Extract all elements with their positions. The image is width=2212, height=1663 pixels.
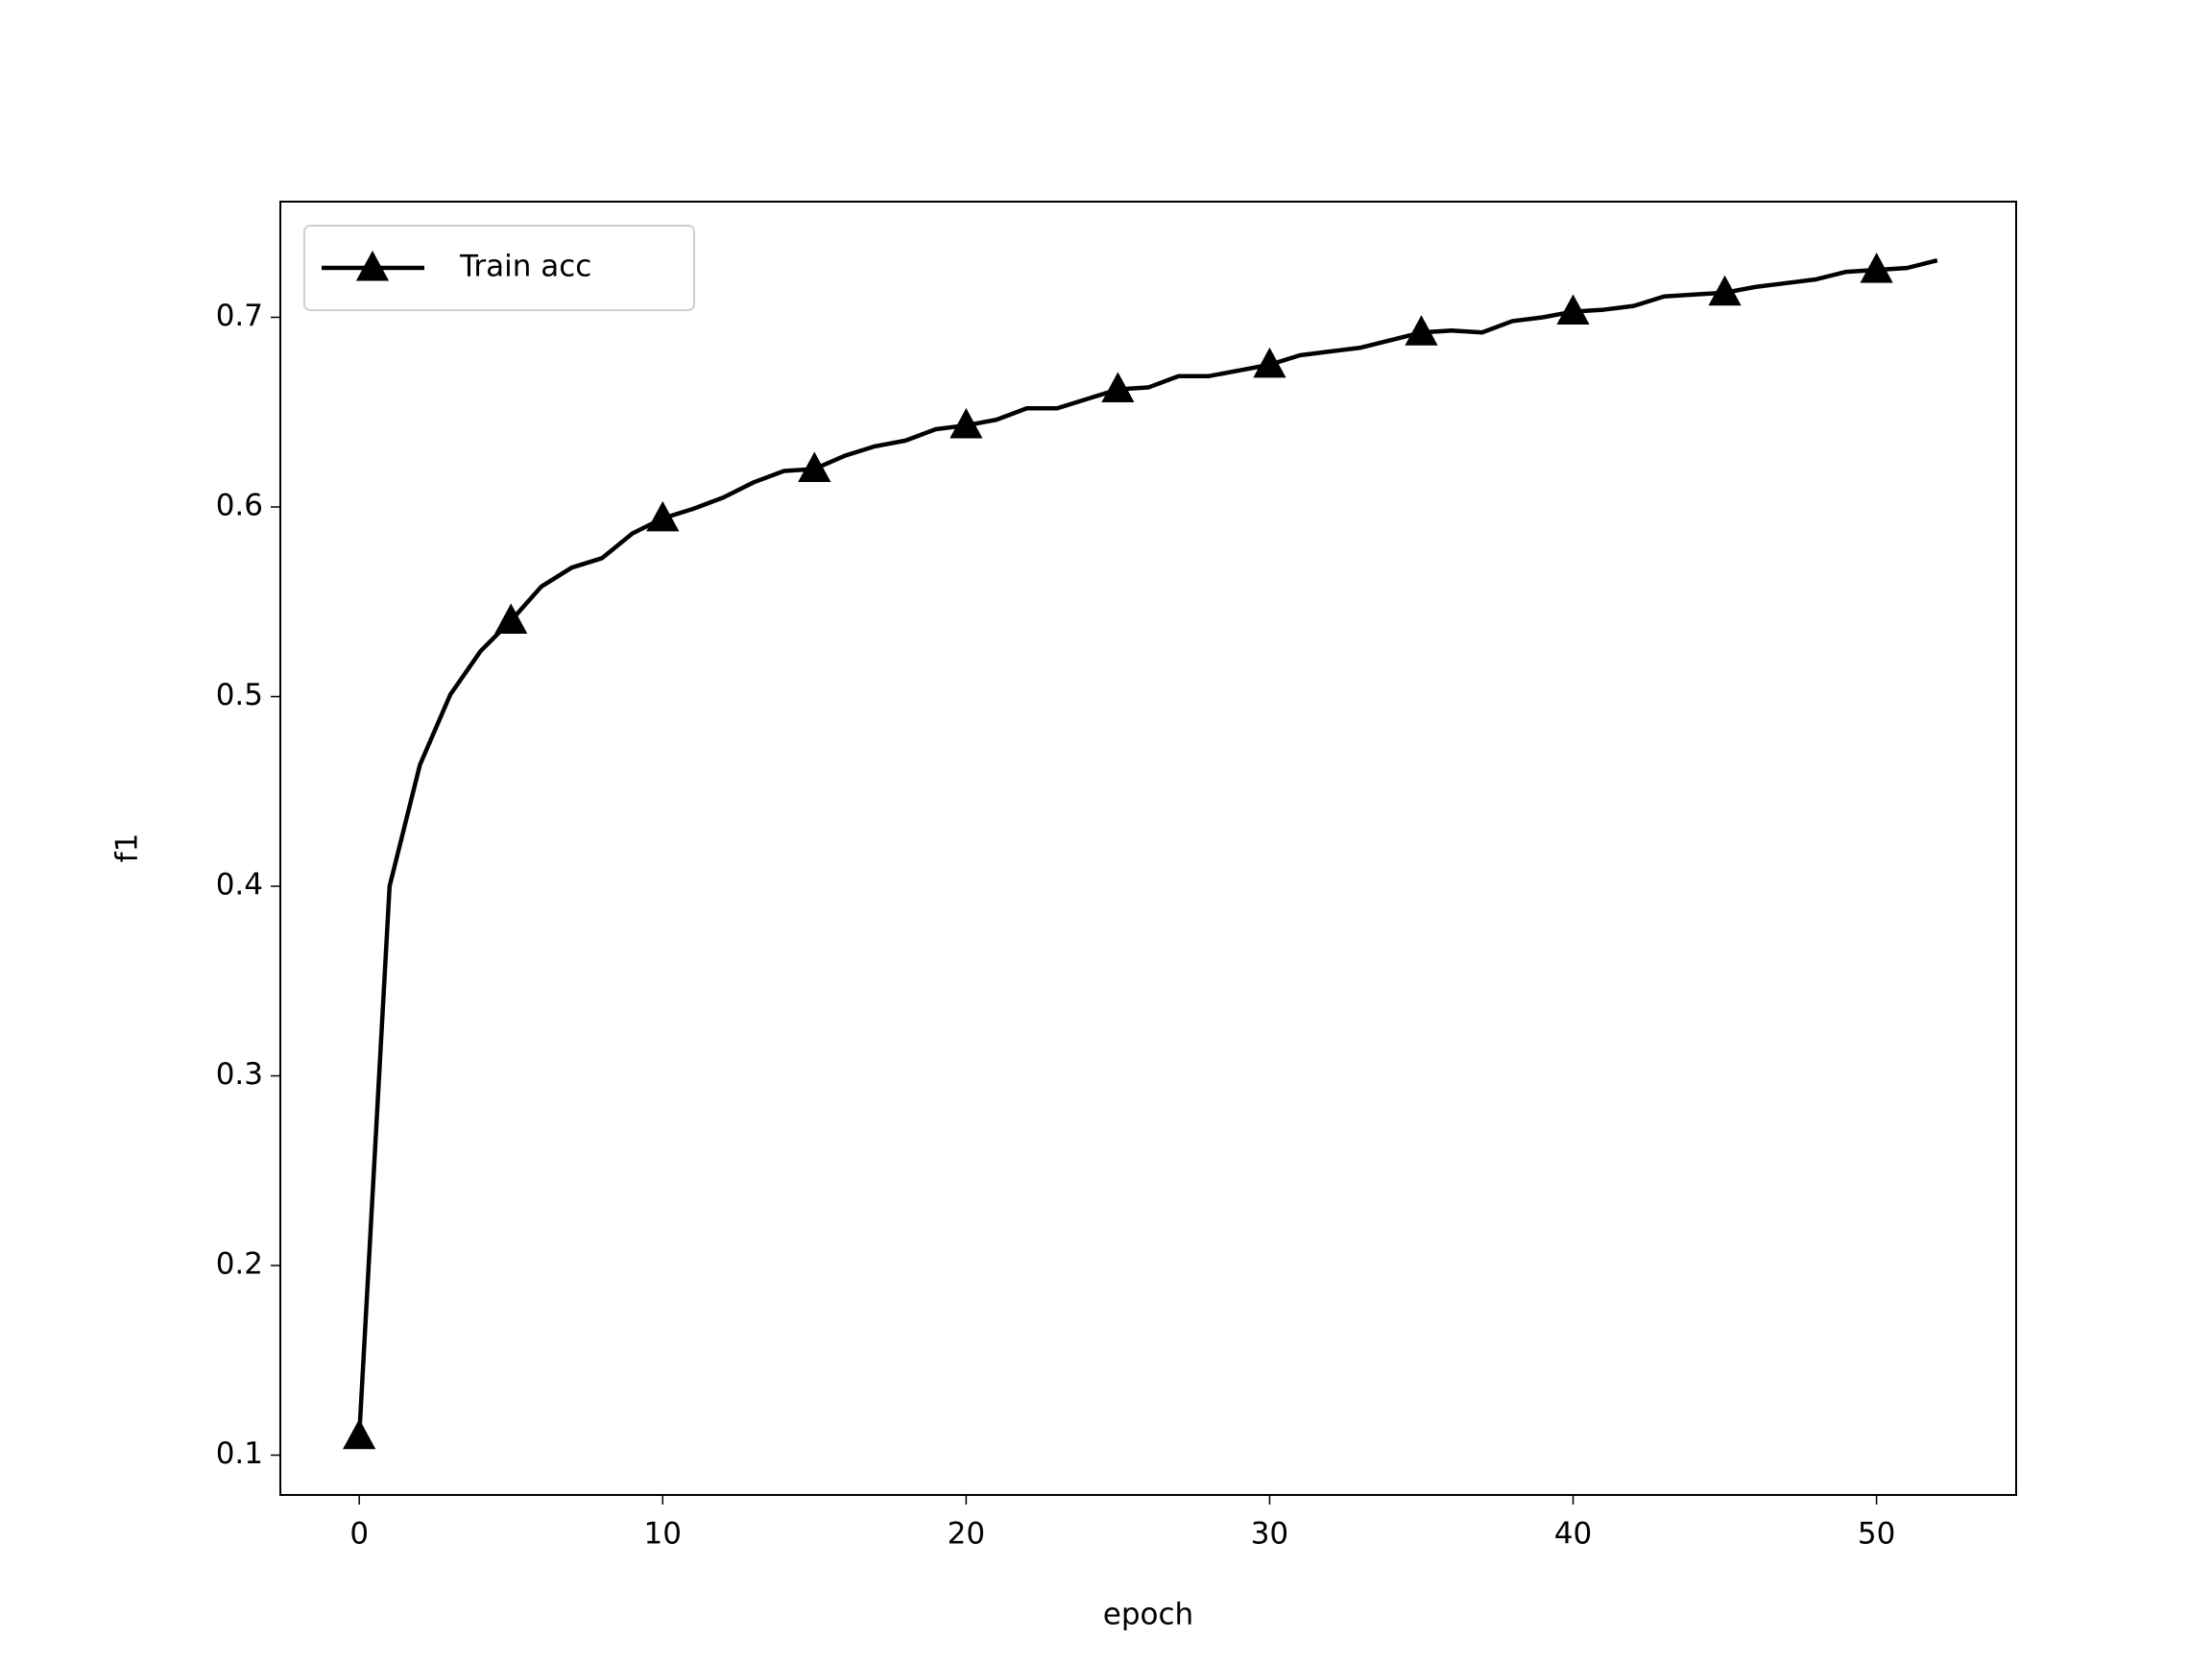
y-tick-label: 0.3 <box>216 1057 263 1092</box>
y-tick-label: 0.2 <box>216 1247 263 1282</box>
x-tick-label: 20 <box>948 1517 985 1552</box>
y-tick-label: 0.6 <box>216 488 263 522</box>
data-marker <box>1708 275 1742 306</box>
plot-frame <box>279 201 2017 1496</box>
x-tick-label: 0 <box>349 1517 369 1552</box>
data-marker <box>494 603 528 634</box>
legend-box <box>303 225 695 311</box>
legend-label: Train acc <box>459 250 591 284</box>
y-tick-label: 0.5 <box>216 678 263 712</box>
data-marker <box>798 451 831 482</box>
data-marker <box>1253 347 1286 378</box>
y-tick-label: 0.7 <box>216 299 263 333</box>
data-marker <box>950 408 983 439</box>
data-marker <box>1405 315 1438 346</box>
y-tick-label: 0.1 <box>216 1436 263 1471</box>
legend-marker <box>355 251 390 281</box>
x-tick-label: 50 <box>1858 1517 1895 1552</box>
data-marker <box>1101 372 1135 403</box>
x-axis-label: epoch <box>1103 1598 1193 1632</box>
x-tick-label: 10 <box>644 1517 682 1552</box>
data-marker <box>343 1418 376 1450</box>
data-marker <box>1860 253 1893 283</box>
y-axis-label: f1 <box>110 833 145 863</box>
data-line <box>356 258 1938 1436</box>
data-marker <box>646 500 680 532</box>
data-marker <box>1556 294 1590 325</box>
x-tick-label: 40 <box>1554 1517 1592 1552</box>
y-tick-label: 0.4 <box>216 868 263 903</box>
x-tick-label: 30 <box>1251 1517 1288 1552</box>
